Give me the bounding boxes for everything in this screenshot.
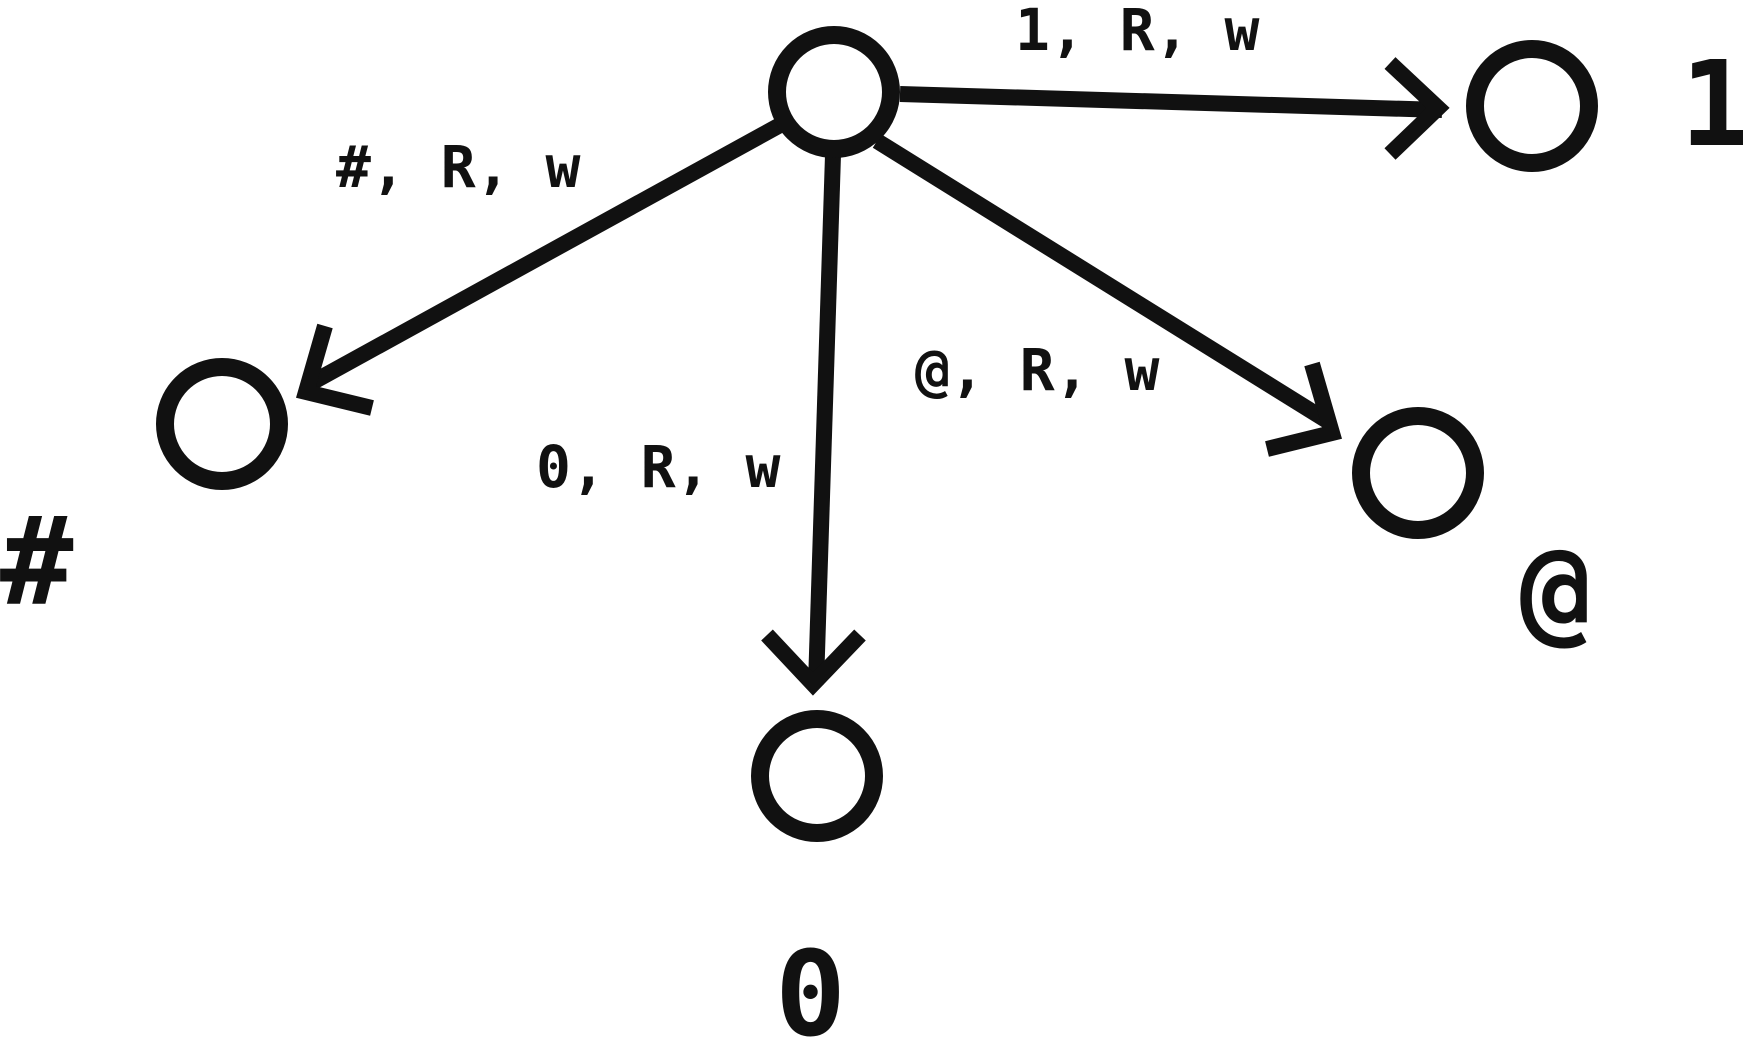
state-label-s0: 0 [775, 925, 846, 1039]
arrowhead-s-at [1265, 361, 1343, 457]
state-s1 [1466, 40, 1598, 172]
arrowhead-s1 [1384, 57, 1450, 160]
transition-label-s-hash: #, R, w [336, 133, 581, 201]
arrowheads [296, 57, 1450, 696]
state-s-hash [156, 358, 288, 490]
state-s-at [1352, 407, 1484, 539]
arrowhead-s-hash [296, 323, 374, 416]
edges [309, 86, 1443, 685]
state-label-s1: 1 [1680, 35, 1743, 173]
edge-start-to-s-at [872, 134, 1334, 429]
edge-start-to-s-hash [309, 116, 786, 390]
arrowhead-s0 [761, 629, 866, 696]
transition-labels: 1, R, w #, R, w 0, R, w @, R, w [336, 0, 1260, 501]
transition-label-s-at: @, R, w [915, 336, 1160, 404]
state-start [768, 26, 900, 158]
transition-label-s1: 1, R, w [1015, 0, 1260, 64]
state-s0 [751, 710, 883, 842]
edge-start-to-s1 [899, 86, 1443, 118]
state-labels: 1 # 0 @ [0, 35, 1743, 1039]
transition-label-s0: 0, R, w [536, 433, 781, 501]
state-label-s-hash: # [0, 491, 74, 633]
states [156, 26, 1598, 842]
state-label-s-at: @ [1520, 520, 1591, 658]
edge-start-to-s0 [808, 154, 841, 685]
